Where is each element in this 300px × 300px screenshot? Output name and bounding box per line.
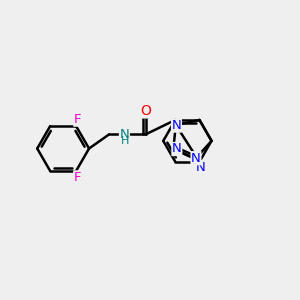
Text: F: F [74, 113, 81, 126]
Text: N: N [119, 128, 129, 141]
Text: N: N [196, 160, 206, 174]
Text: N: N [172, 119, 181, 132]
Text: N: N [172, 142, 182, 155]
Text: H: H [121, 136, 130, 146]
Text: F: F [74, 171, 81, 184]
Text: O: O [140, 104, 151, 118]
Text: N: N [191, 152, 201, 165]
